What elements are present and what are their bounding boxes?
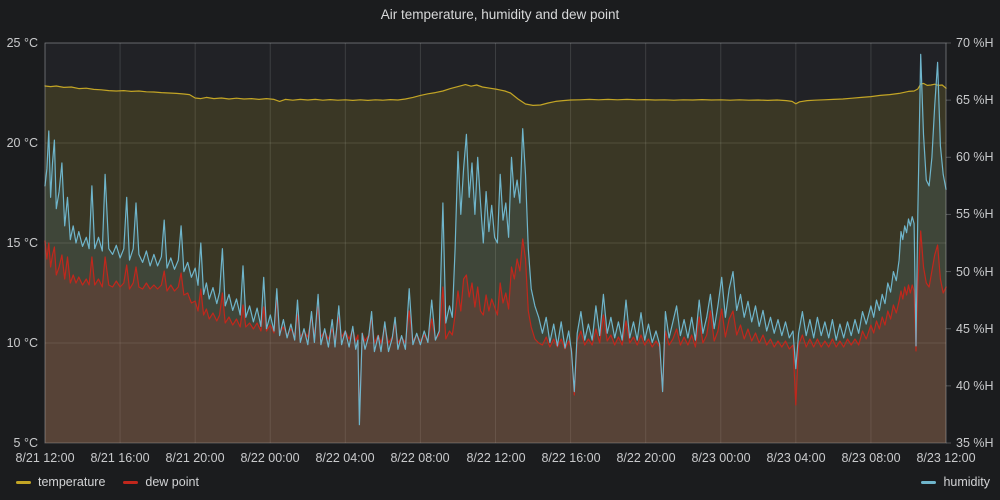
x-axis-tick: 8/23 12:00: [916, 451, 976, 465]
panel-title: Air temperature, humidity and dew point: [380, 7, 620, 22]
legend-label-humidity: humidity: [943, 475, 990, 489]
x-axis-tick: 8/21 12:00: [15, 451, 75, 465]
legend-left: temperature dew point: [16, 475, 199, 489]
y-axis-right-tick: 45 %H: [956, 322, 994, 336]
y-axis-right-tick: 50 %H: [956, 265, 994, 279]
x-axis-tick: 8/22 00:00: [240, 451, 300, 465]
x-axis-tick: 8/21 16:00: [90, 451, 150, 465]
y-axis-right-tick: 65 %H: [956, 93, 994, 107]
x-axis-tick: 8/23 00:00: [691, 451, 751, 465]
x-axis-tick: 8/22 20:00: [616, 451, 676, 465]
y-axis-right-tick: 40 %H: [956, 379, 994, 393]
x-axis-tick: 8/23 08:00: [841, 451, 901, 465]
y-axis-left-tick: 15 °C: [6, 236, 38, 250]
legend-label-dew-point: dew point: [145, 475, 199, 489]
y-axis-left-tick: 20 °C: [6, 136, 38, 150]
y-axis-left-tick: 25 °C: [6, 36, 38, 50]
y-axis-right-tick: 60 %H: [956, 150, 994, 164]
y-axis-right-tick: 35 %H: [956, 436, 994, 450]
legend-item-temperature[interactable]: temperature: [16, 475, 105, 489]
x-axis-tick: 8/22 08:00: [390, 451, 450, 465]
legend-label-temperature: temperature: [38, 475, 106, 489]
x-axis-tick: 8/23 04:00: [766, 451, 826, 465]
dew-point-series-swatch-icon: [123, 480, 139, 484]
x-axis-tick: 8/22 12:00: [466, 451, 526, 465]
x-axis-tick: 8/22 16:00: [541, 451, 601, 465]
y-axis-left-tick: 5 °C: [13, 436, 38, 450]
x-axis-tick: 8/21 20:00: [165, 451, 225, 465]
legend-right: humidity: [921, 475, 990, 489]
x-axis-tick: 8/22 04:00: [315, 451, 375, 465]
humidity-series-swatch-icon: [921, 480, 937, 484]
y-axis-left-tick: 10 °C: [6, 336, 38, 350]
legend-item-dew-point[interactable]: dew point: [123, 475, 199, 489]
legend-item-humidity[interactable]: humidity: [921, 475, 990, 489]
temperature-series-swatch-icon: [16, 480, 31, 484]
y-axis-right-tick: 55 %H: [956, 207, 994, 221]
y-axis-right-tick: 70 %H: [956, 36, 994, 50]
